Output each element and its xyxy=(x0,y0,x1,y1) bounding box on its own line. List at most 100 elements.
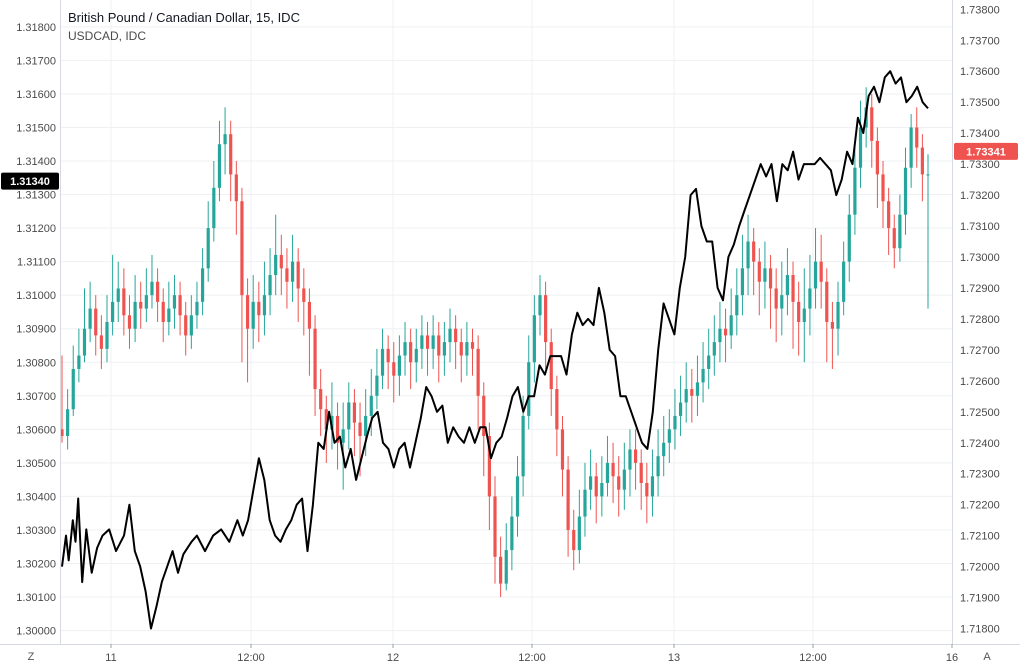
candle-body xyxy=(532,315,536,363)
right-price-tag-label: 1.73341 xyxy=(966,146,1006,158)
candle-body xyxy=(842,261,846,302)
candle-body xyxy=(189,315,193,336)
candle-body xyxy=(251,301,255,329)
candle-body xyxy=(111,301,115,322)
candle-body xyxy=(324,409,328,430)
left-axis-tick-label: 1.31000 xyxy=(16,290,56,302)
candle-body xyxy=(403,342,407,356)
time-axis-label: 12:00 xyxy=(518,652,546,664)
candle-body xyxy=(510,516,514,551)
candle-body xyxy=(454,328,458,343)
right-axis-tick-label: 1.73400 xyxy=(960,128,1000,140)
candle-body xyxy=(88,308,92,329)
candle-body xyxy=(414,348,418,363)
candle-body xyxy=(155,281,160,302)
candle-body xyxy=(77,355,81,369)
right-axis-tick-label: 1.73600 xyxy=(960,66,1000,78)
left-price-axis[interactable]: 1.30000 1.30100 1.30200 1.30300 1.30400 1.305… xyxy=(16,22,56,638)
candle-body xyxy=(600,483,604,497)
auto-scale-button[interactable]: A xyxy=(983,651,991,663)
candle-body xyxy=(150,281,154,296)
candle-body xyxy=(791,275,795,302)
left-axis-tick-label: 1.30000 xyxy=(16,626,56,638)
right-axis-tick-label: 1.73500 xyxy=(960,97,1000,109)
candle-body xyxy=(234,174,238,202)
time-axis-label: 12:00 xyxy=(799,652,827,664)
candle-body xyxy=(60,429,64,437)
left-axis-tick-label: 1.30600 xyxy=(16,424,56,436)
right-price-tag-bg xyxy=(954,142,1018,160)
candle-body xyxy=(560,429,565,470)
candle-body xyxy=(588,476,593,490)
candle-body xyxy=(116,288,120,302)
candle-body xyxy=(279,254,283,269)
candle-body xyxy=(448,328,452,343)
candle-body xyxy=(757,261,761,282)
candle-body xyxy=(425,335,430,349)
candle-body xyxy=(729,315,733,336)
candle-body xyxy=(167,308,171,322)
right-axis-tick-label: 1.72000 xyxy=(960,562,1000,574)
candle-body xyxy=(572,529,576,551)
candle-body xyxy=(212,187,216,229)
candle-body xyxy=(673,415,677,430)
candle-body xyxy=(105,322,109,349)
candle-body xyxy=(723,328,728,336)
candle-body xyxy=(521,415,525,477)
candle-body xyxy=(774,288,778,309)
candle-body xyxy=(470,342,475,349)
usdcad-line-series xyxy=(61,70,929,630)
candle-body xyxy=(499,556,503,584)
candle-body xyxy=(707,355,711,369)
right-axis-tick-label: 1.72700 xyxy=(960,345,1000,357)
right-axis-tick-label: 1.71900 xyxy=(960,593,1000,605)
left-axis-tick-label: 1.30100 xyxy=(16,592,56,604)
candle-body xyxy=(504,550,508,584)
candle-body xyxy=(684,389,688,403)
right-axis-tick-label: 1.72200 xyxy=(960,500,1000,512)
candle-body xyxy=(830,322,835,329)
candle-body xyxy=(397,355,402,376)
candle-body xyxy=(819,261,823,282)
candle-body xyxy=(909,127,913,168)
left-axis-tick-label: 1.31100 xyxy=(17,257,56,269)
candle-body xyxy=(785,275,790,296)
candle-body xyxy=(82,328,87,356)
right-price-axis[interactable]: 1.71800 1.71900 1.72000 1.72100 1.72200 1.723… xyxy=(960,4,1000,635)
time-axis-label: 12 xyxy=(387,652,399,664)
candle-body xyxy=(611,462,615,477)
candle-body xyxy=(853,167,857,215)
auto-scale-button-label[interactable]: A xyxy=(983,651,991,663)
candle-body xyxy=(622,469,626,490)
candle-body xyxy=(920,147,924,175)
candle-body xyxy=(695,382,700,396)
left-last-price-tag: 1.31340 xyxy=(1,172,59,190)
left-axis-tick-label: 1.31600 xyxy=(16,89,56,101)
candle-body xyxy=(813,261,818,289)
timezone-button-label[interactable]: Z xyxy=(28,651,35,663)
candle-body xyxy=(825,281,829,322)
candle-body xyxy=(99,335,103,349)
candle-body xyxy=(442,342,446,356)
candle-body xyxy=(752,241,756,262)
candle-body xyxy=(352,402,357,423)
candle-body xyxy=(487,436,491,497)
time-axis[interactable]: 11 12:00 12 12:00 13 12:00 16 xyxy=(105,644,958,664)
candle-body xyxy=(431,335,435,349)
candle-body xyxy=(527,362,531,416)
candle-body xyxy=(94,308,98,336)
candle-body xyxy=(217,144,222,188)
candle-body xyxy=(459,342,463,356)
candle-body xyxy=(335,415,340,443)
left-axis-tick-label: 1.31500 xyxy=(16,122,56,134)
candle-body xyxy=(915,127,919,148)
candle-body xyxy=(892,228,896,249)
right-axis-tick-label: 1.73300 xyxy=(960,159,1000,171)
left-axis-tick-label: 1.31700 xyxy=(16,55,56,67)
candle-body xyxy=(386,348,390,363)
candle-body xyxy=(858,127,863,168)
timezone-button[interactable]: Z xyxy=(28,651,35,663)
left-axis-tick-label: 1.30700 xyxy=(16,391,56,403)
right-axis-tick-label: 1.72400 xyxy=(960,438,1000,450)
